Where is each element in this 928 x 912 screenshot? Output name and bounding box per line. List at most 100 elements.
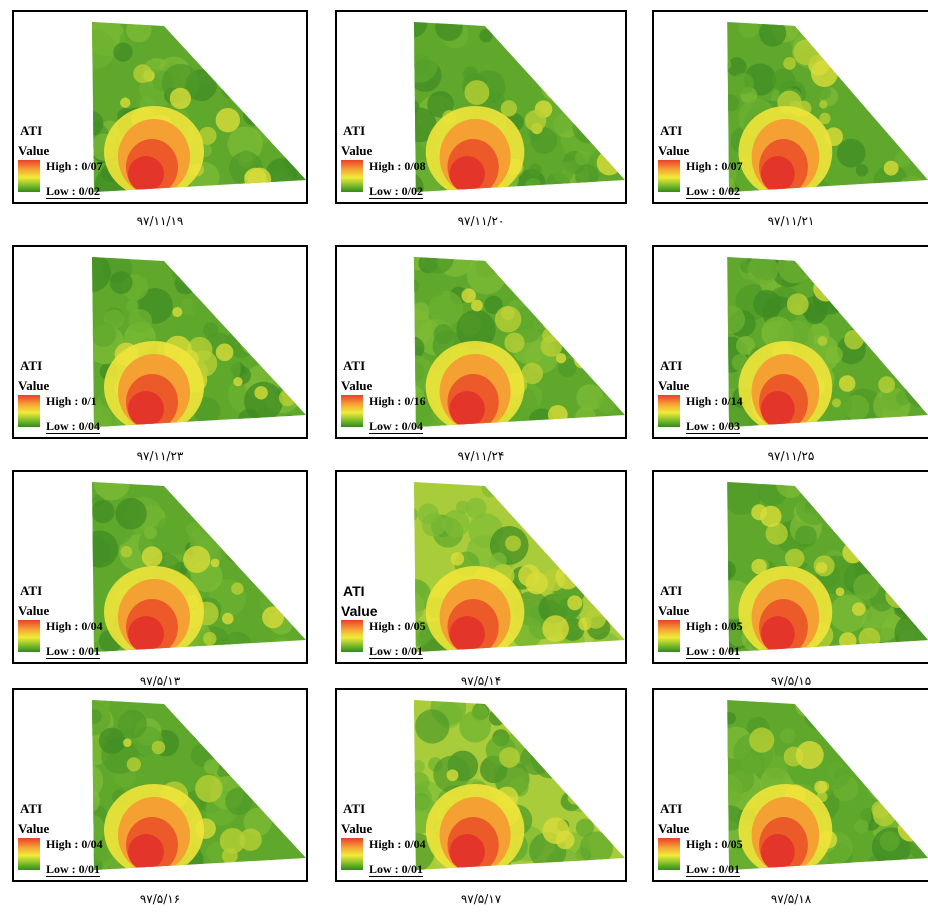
map-frame: ATI Value High : 0/04 Low : 0/01 bbox=[12, 470, 308, 664]
legend-subtitle: Value bbox=[658, 821, 690, 836]
legend-color-ramp bbox=[658, 620, 680, 652]
legend-low-value: Low : 0/01 bbox=[686, 644, 740, 659]
map-frame: ATI Value High : 0/05 Low : 0/01 bbox=[652, 688, 928, 882]
legend-subtitle: Value bbox=[658, 603, 690, 618]
legend-title: ATI bbox=[343, 123, 366, 138]
legend-high-value: High : 0/07 bbox=[686, 159, 743, 173]
ati-raster-map bbox=[92, 482, 306, 652]
legend-color-ramp bbox=[18, 620, 40, 652]
ati-raster-map bbox=[92, 257, 306, 427]
ati-raster-map bbox=[727, 700, 928, 870]
map-panel: ATI Value High : 0/14 Low : 0/03 ۹۷/۱۱/۲۵ bbox=[652, 245, 928, 469]
legend-low-value: Low : 0/01 bbox=[46, 862, 100, 877]
legend-title: ATI bbox=[343, 358, 366, 373]
map-panel: ATI Value High : 0/16 Low : 0/04 ۹۷/۱۱/۲۴ bbox=[335, 245, 637, 469]
legend-subtitle: Value bbox=[18, 378, 50, 393]
map-date-label: ۹۷/۱۱/۲۰ bbox=[457, 214, 505, 228]
legend-title: ATI bbox=[20, 358, 43, 373]
map-date-label: ۹۷/۵/۱۷ bbox=[460, 892, 502, 906]
ati-raster-map bbox=[413, 257, 625, 427]
map-frame: ATI Value High : 0/05 Low : 0/01 bbox=[335, 470, 627, 664]
map-date-label: ۹۷/۵/۱۶ bbox=[139, 892, 181, 906]
map-frame: ATI Value High : 0/1 Low : 0/04 bbox=[12, 245, 308, 439]
legend-subtitle: Value bbox=[341, 378, 373, 393]
map-panel: ATI Value High : 0/04 Low : 0/01 ۹۷/۵/۱۷ bbox=[335, 688, 637, 912]
legend-high-value: High : 0/05 bbox=[686, 619, 743, 633]
legend-title: ATI bbox=[660, 123, 683, 138]
ati-raster-map bbox=[413, 22, 625, 192]
map-date-label: ۹۷/۱۱/۲۵ bbox=[767, 449, 815, 463]
legend-title: ATI bbox=[660, 358, 683, 373]
ati-raster-map bbox=[727, 482, 928, 652]
map-panel: ATI Value High : 0/07 Low : 0/02 ۹۷/۱۱/۲۱ bbox=[652, 10, 928, 234]
legend-low-value: Low : 0/04 bbox=[46, 419, 100, 434]
legend-color-ramp bbox=[658, 160, 680, 192]
legend-subtitle: Value bbox=[18, 603, 50, 618]
legend-high-value: High : 0/07 bbox=[46, 159, 103, 173]
legend-subtitle: Value bbox=[658, 143, 690, 158]
legend-high-value: High : 0/04 bbox=[46, 837, 103, 851]
map-date-label: ۹۷/۵/۱۴ bbox=[460, 674, 502, 688]
map-frame: ATI Value High : 0/07 Low : 0/02 bbox=[12, 10, 308, 204]
legend-high-value: High : 0/14 bbox=[686, 394, 743, 408]
legend-subtitle: Value bbox=[18, 821, 50, 836]
legend-low-value: Low : 0/02 bbox=[46, 184, 100, 199]
legend-subtitle: Value bbox=[341, 143, 373, 158]
map-panel: ATI Value High : 0/05 Low : 0/01 ۹۷/۵/۱۴ bbox=[335, 470, 637, 694]
map-frame: ATI Value High : 0/08 Low : 0/02 bbox=[335, 10, 627, 204]
map-date-label: ۹۷/۱۱/۲۳ bbox=[136, 449, 184, 463]
map-date-label: ۹۷/۱۱/۲۴ bbox=[457, 449, 505, 463]
legend-low-value: Low : 0/01 bbox=[369, 862, 423, 877]
map-frame: ATI Value High : 0/04 Low : 0/01 bbox=[12, 688, 308, 882]
legend-color-ramp bbox=[18, 160, 40, 192]
legend-low-value: Low : 0/02 bbox=[686, 184, 740, 199]
legend-subtitle: Value bbox=[658, 378, 690, 393]
map-frame: ATI Value High : 0/16 Low : 0/04 bbox=[335, 245, 627, 439]
map-frame: ATI Value High : 0/05 Low : 0/01 bbox=[652, 470, 928, 664]
legend-color-ramp bbox=[341, 395, 363, 427]
legend-color-ramp bbox=[18, 395, 40, 427]
legend-high-value: High : 0/04 bbox=[46, 619, 103, 633]
legend-title: ATI bbox=[20, 583, 43, 598]
legend-title: ATI bbox=[660, 801, 683, 816]
map-date-label: ۹۷/۱۱/۲۱ bbox=[767, 214, 815, 228]
ati-raster-map bbox=[413, 482, 625, 652]
legend-title: ATI bbox=[343, 583, 365, 599]
map-date-label: ۹۷/۵/۱۸ bbox=[770, 892, 812, 906]
map-panel: ATI Value High : 0/07 Low : 0/02 ۹۷/۱۱/۱۹ bbox=[12, 10, 318, 234]
legend-high-value: High : 0/08 bbox=[369, 159, 426, 173]
map-panel: ATI Value High : 0/05 Low : 0/01 ۹۷/۵/۱۵ bbox=[652, 470, 928, 694]
legend-color-ramp bbox=[658, 838, 680, 870]
map-panel: ATI Value High : 0/05 Low : 0/01 ۹۷/۵/۱۸ bbox=[652, 688, 928, 912]
legend-high-value: High : 0/05 bbox=[686, 837, 743, 851]
legend-high-value: High : 0/04 bbox=[369, 837, 426, 851]
legend-title: ATI bbox=[343, 801, 366, 816]
map-frame: ATI Value High : 0/04 Low : 0/01 bbox=[335, 688, 627, 882]
legend-subtitle: Value bbox=[341, 603, 378, 619]
map-date-label: ۹۷/۱۱/۱۹ bbox=[136, 214, 184, 228]
ati-raster-map bbox=[413, 700, 625, 870]
ati-raster-map bbox=[727, 22, 928, 192]
legend-title: ATI bbox=[660, 583, 683, 598]
ati-raster-map bbox=[727, 257, 928, 427]
legend-high-value: High : 0/1 bbox=[46, 394, 97, 408]
map-date-label: ۹۷/۵/۱۵ bbox=[770, 674, 812, 688]
legend-color-ramp bbox=[341, 838, 363, 870]
ati-raster-map bbox=[92, 22, 306, 192]
map-date-label: ۹۷/۵/۱۳ bbox=[139, 674, 181, 688]
legend-subtitle: Value bbox=[18, 143, 50, 158]
legend-low-value: Low : 0/04 bbox=[369, 419, 423, 434]
legend-title: ATI bbox=[20, 123, 43, 138]
legend-color-ramp bbox=[341, 160, 363, 192]
legend-low-value: Low : 0/03 bbox=[686, 419, 740, 434]
legend-low-value: Low : 0/01 bbox=[46, 644, 100, 659]
map-panel: ATI Value High : 0/04 Low : 0/01 ۹۷/۵/۱۳ bbox=[12, 470, 318, 694]
ati-raster-map bbox=[92, 700, 306, 870]
legend-low-value: Low : 0/01 bbox=[369, 644, 423, 659]
legend-color-ramp bbox=[341, 620, 363, 652]
legend-color-ramp bbox=[658, 395, 680, 427]
legend-high-value: High : 0/05 bbox=[369, 619, 426, 633]
legend-low-value: Low : 0/02 bbox=[369, 184, 423, 199]
map-frame: ATI Value High : 0/07 Low : 0/02 bbox=[652, 10, 928, 204]
legend-low-value: Low : 0/01 bbox=[686, 862, 740, 877]
